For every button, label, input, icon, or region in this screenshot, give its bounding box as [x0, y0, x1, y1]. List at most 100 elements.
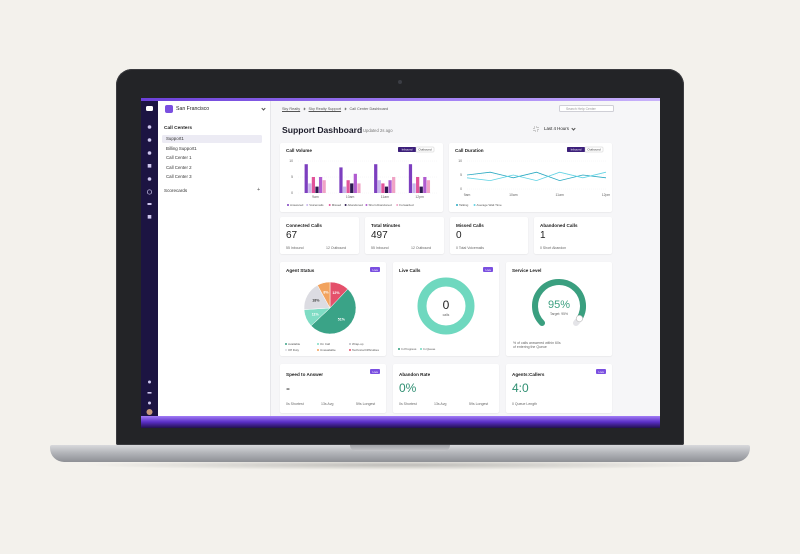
bar — [408, 164, 413, 193]
x-tick-label: 9am — [464, 193, 471, 197]
sidebar-item[interactable]: Call Center 3 — [166, 174, 192, 179]
slice-label: 51% — [338, 318, 346, 322]
card-title: Call Volume — [286, 148, 312, 153]
stat-note: 55 Inbound — [371, 246, 389, 250]
icon[interactable] — [147, 392, 152, 394]
live-badge: Live — [370, 267, 380, 272]
icon[interactable] — [148, 401, 151, 405]
legend-swatch — [398, 348, 400, 350]
time-range[interactable]: Last 4 Hours — [544, 126, 569, 131]
service-level-card: Service Level 95% Target: 95% % of calls an… — [506, 262, 612, 356]
laptop-base — [50, 445, 750, 462]
legend-label: Missed — [332, 203, 342, 207]
icon[interactable] — [147, 177, 152, 181]
breadcrumb-item[interactable]: Sky Realty — [282, 107, 301, 111]
metric-card: Agents:Callers Live 4:0 0 Queue Length — [506, 364, 612, 413]
chevron[interactable] — [571, 126, 576, 131]
legend-label: Unavailable — [320, 348, 336, 352]
legend-swatch — [365, 204, 368, 206]
legend-swatch — [287, 204, 289, 206]
gauge-value — [532, 279, 586, 326]
toggle-on[interactable] — [567, 147, 585, 152]
icon[interactable] — [147, 203, 152, 205]
y-tick-label: 10 — [289, 159, 293, 163]
chart: Call Duration Inbound Outbound 0 5 10 9am 10am 1… — [455, 146, 610, 207]
stat-note: 0 Total Voicemails — [456, 246, 484, 250]
icon[interactable] — [147, 164, 152, 168]
legend-swatch — [317, 343, 319, 345]
metric-note: 59s Longest — [356, 402, 376, 406]
metric-card: Speed to Answer Live - 0s Shortest 13s Avg 59… — [280, 364, 386, 413]
card-title: Missed Calls — [456, 223, 484, 228]
card-title: Speed to Answer — [286, 372, 324, 377]
y-tick-label: 5 — [291, 175, 293, 179]
search-box[interactable]: Search Help Center — [559, 105, 614, 112]
avatar[interactable] — [146, 409, 153, 415]
icon[interactable] — [147, 138, 152, 142]
legend-label: Forwarded — [399, 203, 414, 207]
breadcrumb-item: Call Center Dashboard — [349, 107, 389, 111]
bar — [381, 183, 385, 193]
metric-note: 0s Shortest — [399, 402, 417, 406]
legend-swatch — [349, 349, 351, 351]
bar — [426, 180, 431, 193]
x-tick-label: 12pm — [415, 195, 424, 199]
toggle-off[interactable] — [415, 146, 435, 153]
sidebar-item[interactable]: Call Center 1 — [166, 155, 192, 160]
icon[interactable] — [147, 151, 152, 155]
add-button[interactable]: + — [257, 187, 261, 193]
breadcrumb-item[interactable]: Sky Realty Support — [308, 107, 342, 111]
scorecards[interactable]: Scorecards — [164, 188, 188, 193]
sidebar-item[interactable]: Support1 — [162, 135, 262, 143]
org-icon — [165, 105, 173, 113]
stat-card: Connected Calls 67 55 Inbound 12 Outbound — [280, 217, 359, 254]
org-name[interactable]: San Francisco — [176, 106, 210, 112]
bar — [353, 173, 357, 193]
slice-label: 11% — [312, 313, 320, 317]
legend-swatch — [285, 343, 287, 345]
line — [466, 171, 607, 182]
toggle-off[interactable] — [584, 146, 604, 153]
x-tick-label: 10am — [346, 195, 355, 199]
stat-note: 12 Outbound — [411, 246, 432, 250]
laptop-notch — [350, 445, 450, 451]
legend-swatch — [317, 349, 319, 351]
stat-value: 1 — [540, 230, 546, 241]
updated: Updated 2s ago — [363, 128, 393, 133]
stat-value: 67 — [286, 230, 298, 241]
icon[interactable] — [148, 380, 151, 384]
card-title: Service Level — [512, 268, 542, 273]
agent-status-card: Agent Status Live 12% 51% 11% 18% 8% Available O… — [280, 262, 386, 356]
live-badge: Live — [370, 369, 380, 374]
legend-swatch — [456, 204, 458, 206]
slice-label: 8% — [323, 291, 329, 295]
legend-label: In Progress — [401, 347, 417, 351]
icon[interactable] — [147, 215, 152, 219]
legend-swatch — [306, 204, 309, 206]
live-badge: Live — [596, 369, 606, 374]
app: San Francisco Call Centers Scorecards + … — [141, 101, 660, 416]
gauge-knob — [575, 315, 583, 323]
gauge-note: % of calls answered within 60s of enteri… — [513, 341, 561, 350]
x-tick-label: 9am — [312, 195, 319, 199]
legend-label: Voicemails — [309, 203, 324, 207]
y-tick-label: 5 — [460, 173, 462, 177]
live-unit: calls — [443, 313, 450, 317]
breadcrumb-separator — [343, 107, 347, 111]
toggle-label: Inbound — [402, 147, 413, 151]
range-icon[interactable] — [533, 126, 541, 132]
toggle-label: Outbound — [418, 147, 432, 151]
icon[interactable] — [146, 189, 153, 195]
legend-swatch — [328, 204, 331, 206]
chevron[interactable] — [261, 106, 266, 111]
laptop-shadow — [80, 460, 720, 470]
line — [466, 171, 607, 182]
legend-swatch — [420, 348, 422, 350]
sidebar-item[interactable]: Call Center 2 — [166, 164, 192, 170]
stat-value: 0 — [456, 230, 462, 241]
toggle-on[interactable] — [398, 147, 416, 152]
icon[interactable] — [147, 125, 152, 129]
legend-swatch — [349, 343, 351, 345]
sidebar-item[interactable]: Billing Support1 — [166, 145, 197, 151]
logo — [146, 106, 153, 111]
